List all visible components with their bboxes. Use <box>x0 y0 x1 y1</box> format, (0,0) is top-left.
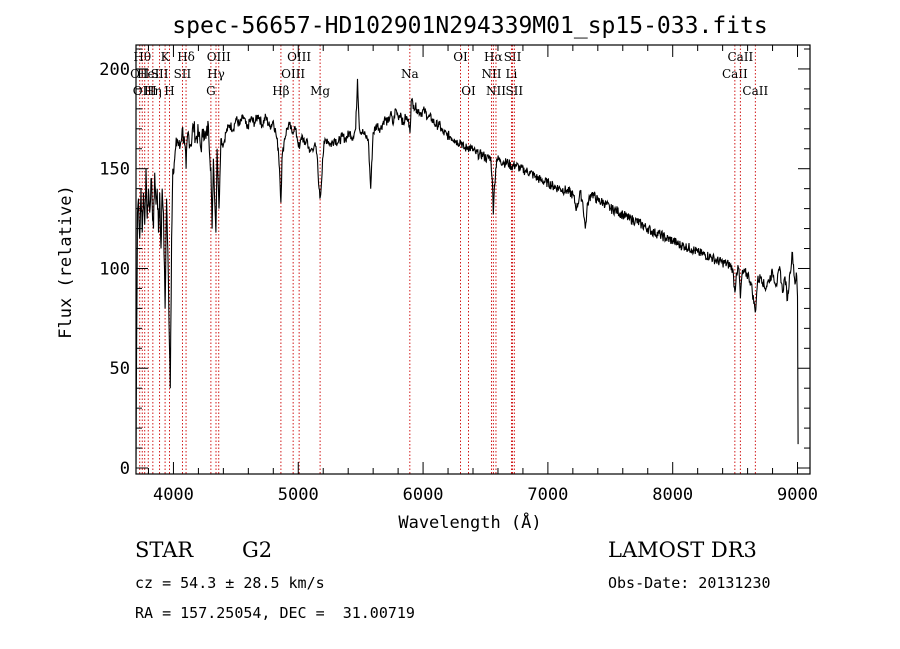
line-marker-label: CaII <box>722 67 748 81</box>
spectrum-series <box>136 78 799 465</box>
line-marker-label: NII <box>481 67 501 81</box>
y-tick-label: 150 <box>99 160 130 180</box>
y-tick-label: 50 <box>110 359 130 379</box>
line-marker-label: OI <box>461 84 476 98</box>
chart-title: spec-56657-HD102901N294339M01_sp15-033.f… <box>172 13 767 39</box>
line-marker-label: Hα <box>484 50 503 64</box>
redshift-info: cz = 54.3 ± 28.5 km/s <box>135 574 325 592</box>
line-marker-label: Hη <box>144 84 162 98</box>
line-marker-label: CaII <box>742 84 768 98</box>
survey-name: LAMOST DR3 <box>608 538 757 562</box>
y-tick-label: 0 <box>120 459 130 479</box>
spectrum-line <box>136 78 799 465</box>
axes: 4000 5000 6000 7000 8000 9000 0 50 100 150 200 <box>99 44 818 505</box>
x-tick-label: 5000 <box>278 485 319 505</box>
line-marker-label: SII <box>504 50 522 64</box>
line-markers: OIIHθOIIIHeIHηSIIKHHδSIIGHγOIIIHβOIIIOII… <box>130 45 768 474</box>
line-marker-label: OI <box>453 50 468 64</box>
line-marker-label: HeI <box>137 67 160 81</box>
line-marker-label: Hδ <box>177 50 195 64</box>
line-marker-label: Na <box>401 67 419 81</box>
line-marker-label: Hβ <box>272 84 289 98</box>
line-marker-label: K <box>161 50 171 64</box>
y-tick-label: 200 <box>99 60 130 80</box>
line-marker-label: SII <box>151 67 169 81</box>
line-marker-label: Li <box>506 67 518 81</box>
line-marker-label: NII <box>486 84 506 98</box>
line-marker-label: Hθ <box>133 50 151 64</box>
y-tick-label: 100 <box>99 259 130 279</box>
line-marker-label: SII <box>174 67 192 81</box>
y-axis-label: Flux (relative) <box>56 185 76 339</box>
line-marker-label: H <box>164 84 174 98</box>
line-marker-label: Hγ <box>207 67 225 81</box>
line-marker-label: SII <box>505 84 523 98</box>
line-marker-label: OIII <box>207 50 231 64</box>
x-tick-label: 7000 <box>527 485 568 505</box>
line-marker-label: OIII <box>281 67 305 81</box>
line-marker-label: CaII <box>727 50 753 64</box>
x-tick-label: 9000 <box>777 485 818 505</box>
x-axis-label: Wavelength (Å) <box>398 511 541 533</box>
x-tick-label: 8000 <box>652 485 693 505</box>
object-class: STAR <box>135 538 194 562</box>
object-subclass: G2 <box>242 538 273 562</box>
obs-date: Obs-Date: 20131230 <box>608 574 771 592</box>
x-tick-label: 4000 <box>153 485 194 505</box>
line-marker-label: OIII <box>133 84 157 98</box>
line-marker-label: OIII <box>287 50 311 64</box>
line-marker-label: G <box>206 84 216 98</box>
line-marker-label: Mg <box>310 84 330 98</box>
x-tick-label: 6000 <box>403 485 444 505</box>
coordinates: RA = 157.25054, DEC = 31.00719 <box>135 604 415 622</box>
